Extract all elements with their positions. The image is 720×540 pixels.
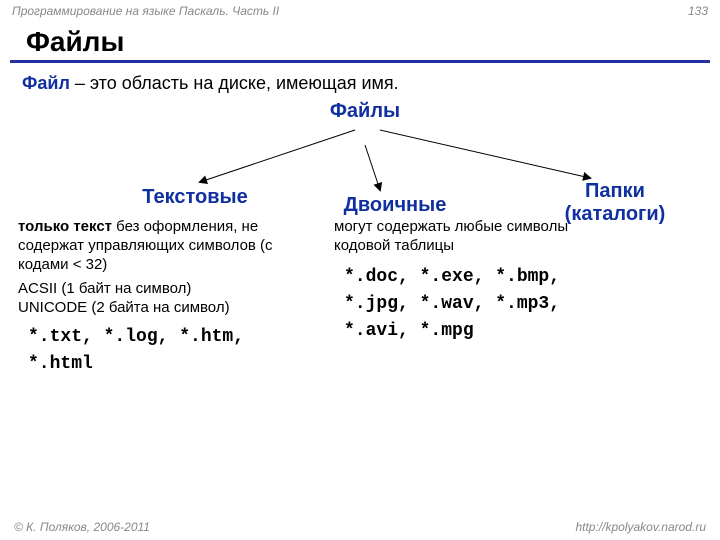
binary-files-column: могут содержать любые символы кодовой та…: [334, 218, 584, 378]
branch-text-label: Текстовые: [130, 186, 260, 209]
tree-root-label: Файлы: [320, 100, 410, 123]
text-desc: только текст без оформления, не содержат…: [18, 218, 298, 274]
definition-term: Файл: [22, 73, 70, 93]
footer: © К. Поляков, 2006-2011 http://kpolyakov…: [0, 514, 720, 540]
branch-binary-label: Двоичные: [335, 194, 455, 217]
page-number: 133: [688, 4, 708, 18]
definition: Файл – это область на диске, имеющая имя…: [0, 73, 720, 100]
header-left: Программирование на языке Паскаль. Часть…: [12, 4, 279, 18]
text-unicode-line: UNICODE (2 байта на символ): [18, 299, 298, 316]
file-type-diagram: Файлы Текстовые Двоичные Папки (каталоги…: [0, 100, 720, 220]
slide-title: Файлы: [10, 22, 710, 63]
text-ascii-line: ACSII (1 байт на символ): [18, 280, 298, 297]
text-files-column: только текст без оформления, не содержат…: [18, 218, 298, 378]
branch-directories-label: Папки (каталоги): [545, 180, 685, 226]
definition-rest: – это область на диске, имеющая имя.: [70, 73, 399, 93]
footer-url: http://kpolyakov.narod.ru: [575, 520, 706, 534]
columns: только текст без оформления, не содержат…: [0, 218, 720, 378]
binary-extensions: *.doc, *.exe, *.bmp, *.jpg, *.wav, *.mp3…: [334, 264, 584, 345]
copyright: © К. Поляков, 2006-2011: [14, 520, 150, 534]
text-extensions: *.txt, *.log, *.htm, *.html: [18, 324, 298, 378]
header-bar: Программирование на языке Паскаль. Часть…: [0, 0, 720, 22]
text-desc-bold: только текст: [18, 218, 112, 235]
